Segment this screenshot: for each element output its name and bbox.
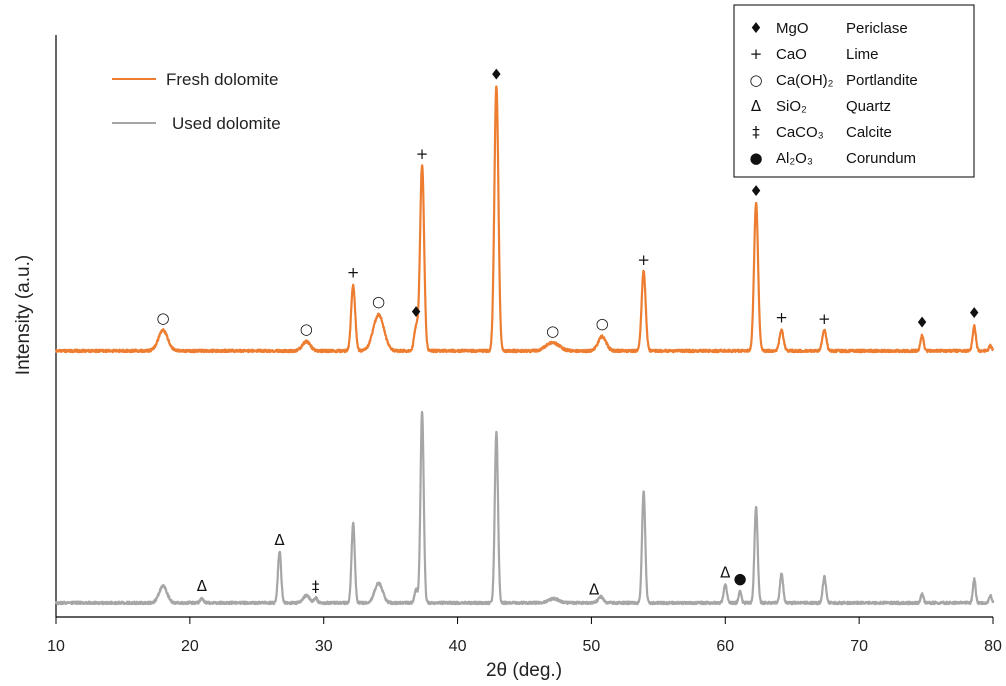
phase-symbol: ‡ xyxy=(752,123,760,141)
peak-marker: ○ xyxy=(546,322,559,340)
phase-legend-item: ‡ CaCO₃ Calcite xyxy=(752,123,892,141)
peak-marker: ○ xyxy=(300,320,313,338)
peak-marker: ○ xyxy=(372,293,385,311)
legend-label-used: Used dolomite xyxy=(172,114,281,133)
phase-symbol: + xyxy=(750,45,763,63)
phase-legend-item: ♦ MgO Periclase xyxy=(749,19,907,37)
peak-marker: + xyxy=(818,310,831,328)
legend-label-fresh: Fresh dolomite xyxy=(166,70,278,89)
peak-marker: ♦ xyxy=(915,314,928,332)
phase-name: Portlandite xyxy=(846,72,918,89)
phase-formula: SiO₂ xyxy=(776,98,807,115)
x-tick-label: 40 xyxy=(449,638,467,655)
x-tick-label: 80 xyxy=(984,638,1002,655)
phase-symbol: Δ xyxy=(751,97,762,115)
peak-marker: + xyxy=(637,251,650,269)
peak-marker: ○ xyxy=(596,314,609,332)
x-tick-label: 50 xyxy=(583,638,601,655)
phase-symbol: ○ xyxy=(749,71,762,89)
x-tick-label: 30 xyxy=(315,638,333,655)
phase-legend-item: ○ Ca(OH)₂ Portlandite xyxy=(749,71,917,89)
x-tick-label: 20 xyxy=(181,638,199,655)
phase-formula: Al₂O₃ xyxy=(776,150,813,167)
peak-marker: + xyxy=(775,308,788,326)
plot-area: 10 20 30 40 50 60 70 80 ○○+○♦+♦○ ○+♦+ + ♦♦ΔΔ‡ ΔΔ ● xyxy=(47,35,1002,655)
phase-legend-box xyxy=(733,4,975,178)
peak-marker: + xyxy=(416,145,429,163)
series-traces xyxy=(54,85,995,606)
phase-formula: CaO xyxy=(776,46,807,63)
phase-formula: CaCO₃ xyxy=(776,124,824,141)
peak-marker: Δ xyxy=(720,563,731,581)
peak-marker: Δ xyxy=(589,581,600,599)
series-line-fresh xyxy=(55,85,995,354)
series-legend: Fresh dolomite Used dolomite xyxy=(112,70,281,133)
peak-marker: Δ xyxy=(197,577,208,595)
peak-marker: + xyxy=(347,264,360,282)
phase-name: Calcite xyxy=(846,124,892,141)
phase-name: Periclase xyxy=(846,20,908,37)
peak-marker: ‡ xyxy=(312,578,320,596)
x-axis-ticks: 10 20 30 40 50 60 70 80 xyxy=(47,617,1002,655)
phase-formula: MgO xyxy=(776,20,809,37)
peak-annotations: ○○+○♦+♦○ ○+♦+ + ♦♦ΔΔ‡ ΔΔ ● xyxy=(157,66,981,599)
x-tick-label: 60 xyxy=(716,638,734,655)
peak-marker: ♦ xyxy=(409,303,422,321)
phase-legend-item: + CaO Lime xyxy=(750,45,879,63)
phase-symbol: ♦ xyxy=(749,19,762,37)
phase-name: Lime xyxy=(846,46,879,63)
y-axis-title: Intensity (a.u.) xyxy=(13,255,34,375)
phase-formula: Ca(OH)₂ xyxy=(776,72,834,89)
peak-marker: ♦ xyxy=(749,182,762,200)
x-axis-title: 2θ (deg.) xyxy=(486,660,562,681)
phase-symbol: ● xyxy=(749,149,762,167)
phase-legend-item: Δ SiO₂ Quartz xyxy=(751,97,891,115)
phase-name: Quartz xyxy=(846,98,891,115)
peak-marker: ♦ xyxy=(490,66,503,84)
phase-legend: ♦ MgO Periclase + CaO Lime ○ Ca(OH)₂ Portlandite… xyxy=(733,4,975,178)
peak-marker: ● xyxy=(733,570,746,588)
x-tick-label: 70 xyxy=(850,638,868,655)
peak-marker: ○ xyxy=(157,309,170,327)
phase-legend-item: ● Al₂O₃ Corundum xyxy=(749,149,916,167)
phase-name: Corundum xyxy=(846,150,916,167)
peak-marker: Δ xyxy=(274,531,285,549)
peak-marker: ♦ xyxy=(968,304,981,322)
series-line-used xyxy=(54,410,995,606)
x-tick-label: 10 xyxy=(47,638,65,655)
